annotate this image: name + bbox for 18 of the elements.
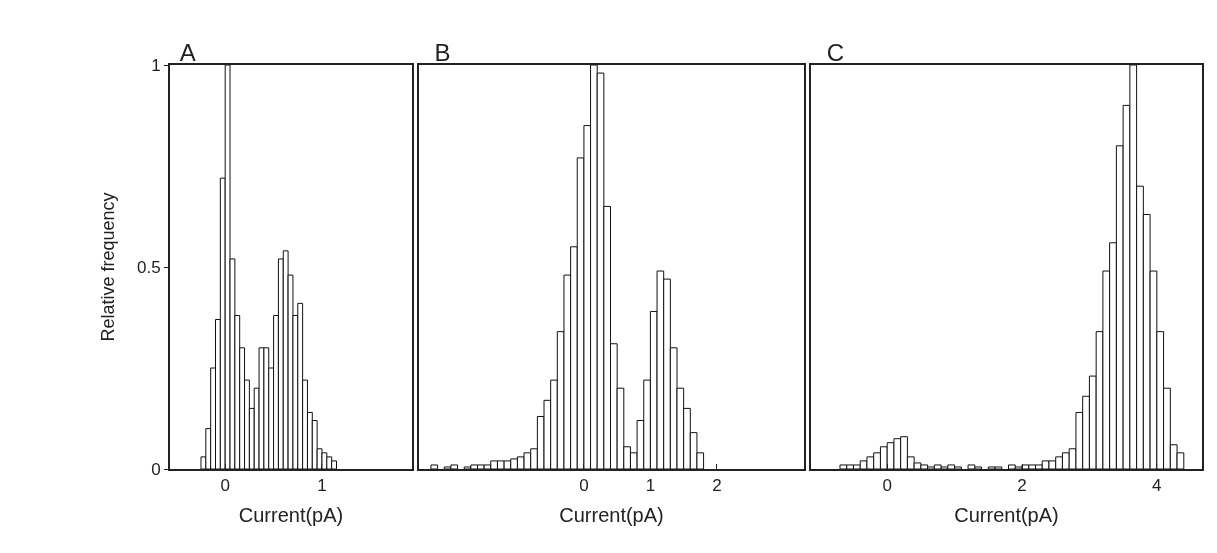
chart-title: A (179, 39, 196, 66)
x-tick-label: 1 (317, 476, 327, 496)
x-axis-title: Current(pA) (559, 504, 664, 527)
y-axis-title: Relative frequency (97, 192, 118, 342)
x-tick-label: 2 (1017, 476, 1027, 496)
x-axis-title: Current(pA) (954, 504, 1059, 527)
y-tick-label: 0.5 (136, 257, 161, 277)
x-tick-label: 1 (645, 476, 656, 496)
chart-title: C (826, 39, 844, 66)
x-tick-label: 2 (712, 476, 722, 496)
x-axis-title: Current(pA) (238, 504, 344, 527)
x-tick-label: 0 (220, 476, 230, 496)
chart-title: B (434, 39, 451, 66)
y-tick-label: 0 (151, 459, 161, 479)
y-tick-label: 1 (151, 55, 161, 75)
x-tick-label: 4 (1152, 476, 1162, 496)
x-tick-label: 0 (579, 476, 589, 496)
x-tick-label: 0 (882, 476, 892, 496)
